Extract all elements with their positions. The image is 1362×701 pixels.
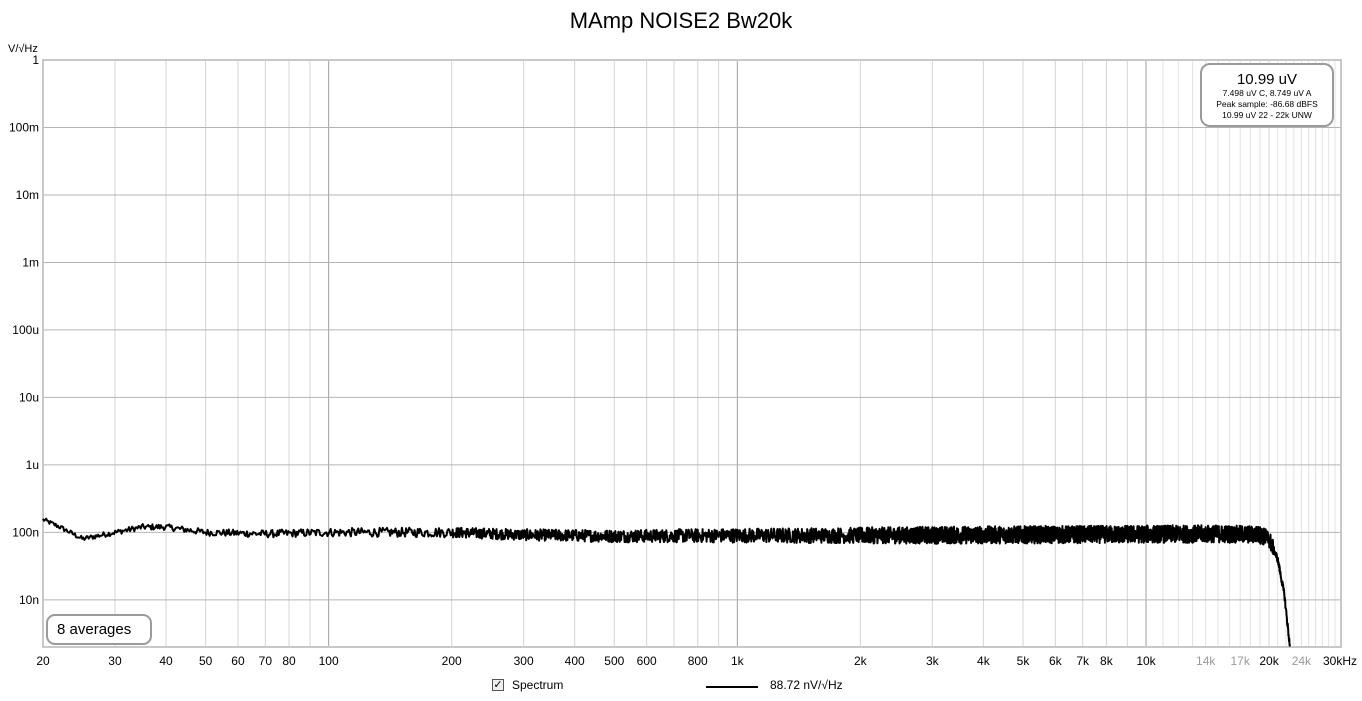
x-tick-label: 500 [604, 654, 624, 668]
y-tick-label: 10u [19, 390, 39, 404]
legend-spectrum-label: Spectrum [512, 678, 564, 692]
legend-value: 88.72 nV/√Hz [770, 678, 843, 692]
y-tick-label: 1 [32, 53, 39, 67]
readout-peak: Peak sample: -86.68 dBFS [1216, 99, 1318, 109]
x-tick-label: 200 [442, 654, 462, 668]
x-tick-label: 3k [926, 654, 940, 668]
readout-box: 10.99 uV 7.498 uV C, 8.749 uV A Peak sam… [1200, 63, 1334, 127]
x-tick-label: 4k [977, 654, 991, 668]
x-tick-label: 14k [1196, 654, 1216, 668]
x-tick-label: 40 [159, 654, 173, 668]
readout-unweighted: 10.99 uV 22 - 22k UNW [1222, 110, 1312, 120]
legend-line-swatch [706, 686, 758, 688]
y-tick-label: 100n [12, 525, 39, 539]
x-tick-label: 6k [1049, 654, 1063, 668]
y-tick-label: 10m [16, 188, 39, 202]
plot-frame [42, 59, 1342, 648]
x-tick-label: 600 [637, 654, 657, 668]
x-tick-label: 17k [1231, 654, 1251, 668]
x-tick-label: 20k [1259, 654, 1279, 668]
y-tick-label: 10n [19, 593, 39, 607]
x-tick-label: 50 [199, 654, 213, 668]
y-axis-label: V/√Hz [8, 43, 38, 55]
x-tick-label: 400 [565, 654, 585, 668]
x-tick-label: 100 [319, 654, 339, 668]
spectrum-trace [42, 517, 1291, 647]
y-tick-label: 1m [22, 255, 39, 269]
spectrum-checkbox[interactable]: ✓ [492, 679, 504, 691]
x-tick-label: 2k [854, 654, 868, 668]
x-tick-label: 80 [282, 654, 296, 668]
x-tick-label: 60 [231, 654, 245, 668]
readout-weighted: 7.498 uV C, 8.749 uV A [1222, 88, 1312, 98]
x-tick-label: 5k [1017, 654, 1031, 668]
x-tick-label: 30 [108, 654, 122, 668]
chart-title: MAmp NOISE2 Bw20k [569, 8, 793, 33]
x-tick-label: 8k [1100, 654, 1114, 668]
x-tick-label: 1k [731, 654, 745, 668]
y-tick-label: 100m [9, 120, 39, 134]
x-tick-label: 10k [1136, 654, 1156, 668]
x-tick-label: 800 [688, 654, 708, 668]
readout-main: 10.99 uV [1236, 71, 1298, 88]
averages-badge: 8 averages [46, 614, 152, 645]
x-tick-label: 300 [514, 654, 534, 668]
x-tick-label: 7k [1076, 654, 1090, 668]
y-tick-label: 100u [12, 323, 39, 337]
x-tick-label: 70 [259, 654, 273, 668]
x-tick-label: 24k [1292, 654, 1312, 668]
x-tick-label: 30kHz [1323, 654, 1357, 668]
y-tick-label: 1u [26, 458, 39, 472]
x-tick-label: 20 [36, 654, 50, 668]
